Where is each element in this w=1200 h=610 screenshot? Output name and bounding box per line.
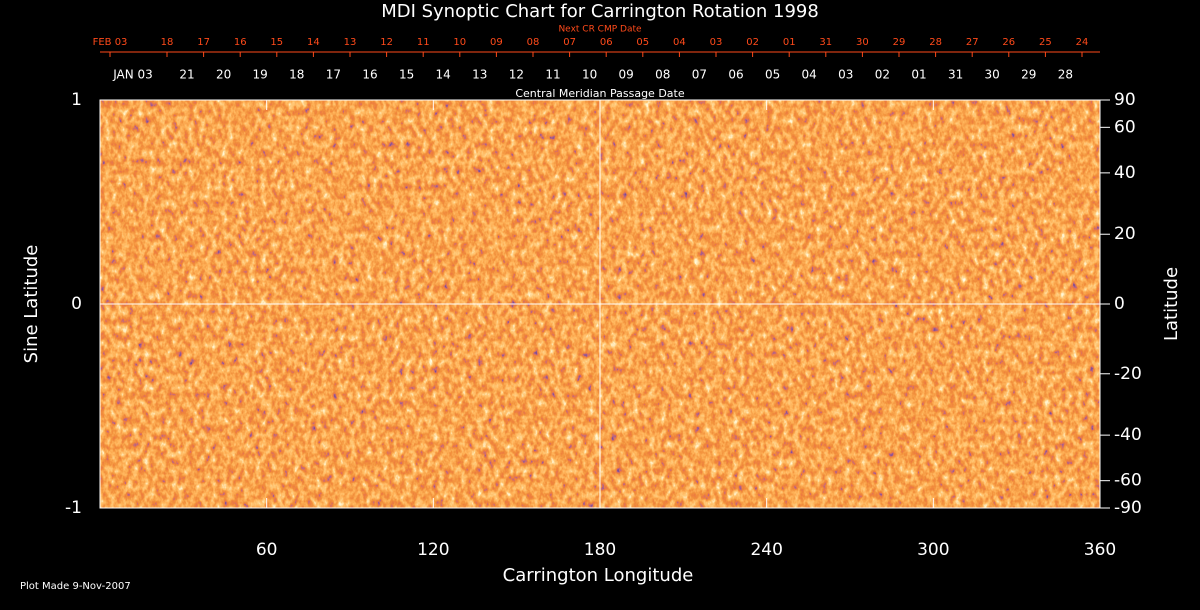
cmp-date: 08 xyxy=(655,68,670,82)
cmp-date: 30 xyxy=(985,68,1000,82)
x-tick-label: 240 xyxy=(750,540,782,560)
y2-tick-label: -40 xyxy=(1114,425,1142,445)
cmp-date: 16 xyxy=(362,68,377,82)
x-tick-label: 180 xyxy=(584,540,616,560)
y2-tick-label: 60 xyxy=(1114,117,1136,137)
y-tick-label: 1 xyxy=(71,90,82,110)
cmp-date: 13 xyxy=(472,68,487,82)
cmp-date: 06 xyxy=(728,68,743,82)
next-cmp-date: 26 xyxy=(1002,37,1015,48)
y2-axis-label: Latitude xyxy=(1161,267,1182,341)
top-axis-label: Next CR CMP Date xyxy=(558,25,642,35)
next-cmp-date: 04 xyxy=(673,37,686,48)
next-cmp-date: 27 xyxy=(966,37,979,48)
next-cmp-date: 18 xyxy=(161,37,174,48)
next-cmp-date: FEB 03 xyxy=(93,37,128,48)
cmp-date: 01 xyxy=(911,68,926,82)
next-cmp-date: 28 xyxy=(929,37,942,48)
next-cmp-date: 06 xyxy=(600,37,613,48)
next-cmp-date: 15 xyxy=(270,37,283,48)
next-cmp-date: 25 xyxy=(1039,37,1052,48)
next-cmp-date: 30 xyxy=(856,37,869,48)
next-cmp-date: 07 xyxy=(563,37,576,48)
next-cmp-date: 03 xyxy=(710,37,723,48)
cmp-date: 21 xyxy=(179,68,194,82)
next-cmp-date: 10 xyxy=(453,37,466,48)
x-tick-label: 300 xyxy=(917,540,949,560)
y-tick-label: 0 xyxy=(71,294,82,314)
cmp-date: 12 xyxy=(509,68,524,82)
y2-tick-label: 20 xyxy=(1114,224,1136,244)
cmp-date: 05 xyxy=(765,68,780,82)
next-cmp-date: 13 xyxy=(344,37,357,48)
next-cmp-date: 05 xyxy=(636,37,649,48)
cmp-date: 31 xyxy=(948,68,963,82)
next-cmp-date: 12 xyxy=(380,37,393,48)
y-tick-label: -1 xyxy=(65,498,82,518)
cmp-date: 10 xyxy=(582,68,597,82)
cmp-date: 04 xyxy=(802,68,817,82)
cmp-axis-label: Central Meridian Passage Date xyxy=(515,87,684,100)
next-cmp-date: 31 xyxy=(819,37,832,48)
next-cmp-date: 24 xyxy=(1076,37,1089,48)
next-cmp-date: 02 xyxy=(746,37,759,48)
x-tick-label: 120 xyxy=(417,540,449,560)
x-tick-label: 60 xyxy=(256,540,278,560)
y2-tick-label: -60 xyxy=(1114,471,1142,491)
cmp-date: 19 xyxy=(253,68,268,82)
next-cmp-date: 09 xyxy=(490,37,503,48)
cmp-date: 17 xyxy=(326,68,341,82)
cmp-date: 03 xyxy=(838,68,853,82)
next-cmp-date: 29 xyxy=(893,37,906,48)
chart-title: MDI Synoptic Chart for Carrington Rotati… xyxy=(381,1,819,22)
x-tick-label: 360 xyxy=(1084,540,1116,560)
y2-tick-label: -20 xyxy=(1114,364,1142,384)
y2-tick-label: -90 xyxy=(1114,498,1142,518)
footnote: Plot Made 9-Nov-2007 xyxy=(20,581,131,592)
cmp-date: 11 xyxy=(545,68,560,82)
x-axis-label: Carrington Longitude xyxy=(503,565,694,586)
next-cmp-date: 17 xyxy=(197,37,210,48)
cmp-date: JAN 03 xyxy=(112,68,153,82)
y2-tick-label: 40 xyxy=(1114,163,1136,183)
cmp-date: 15 xyxy=(399,68,414,82)
cmp-date: 28 xyxy=(1058,68,1073,82)
next-cmp-date: 01 xyxy=(783,37,796,48)
y2-tick-label: 0 xyxy=(1114,294,1125,314)
cmp-date: 29 xyxy=(1021,68,1036,82)
next-cmp-date: 11 xyxy=(417,37,430,48)
cmp-date: 20 xyxy=(216,68,231,82)
cmp-date: 18 xyxy=(289,68,304,82)
cmp-date: 02 xyxy=(875,68,890,82)
y-axis-label: Sine Latitude xyxy=(21,245,42,364)
next-cmp-date: 16 xyxy=(234,37,247,48)
cmp-date: 14 xyxy=(436,68,451,82)
cmp-date: 07 xyxy=(692,68,707,82)
next-cmp-date: 14 xyxy=(307,37,320,48)
next-cmp-date: 08 xyxy=(527,37,540,48)
cmp-date: 09 xyxy=(619,68,634,82)
y2-tick-label: 90 xyxy=(1114,90,1136,110)
